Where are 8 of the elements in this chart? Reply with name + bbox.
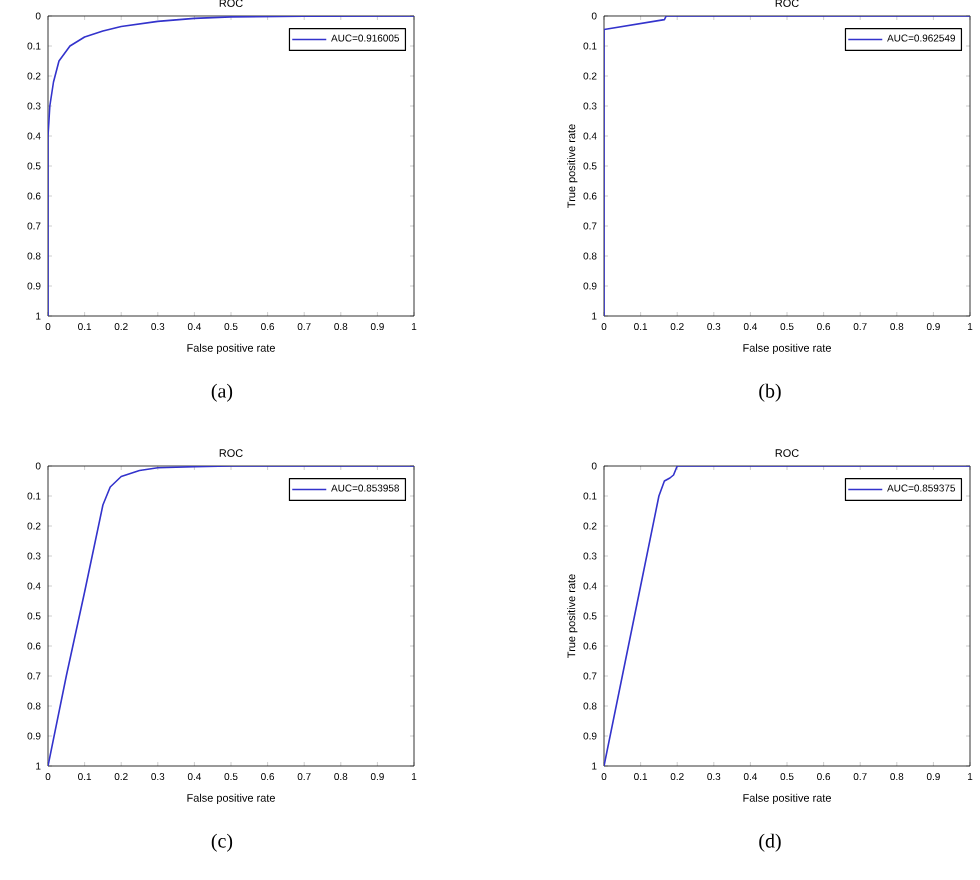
- text: (a): [211, 383, 233, 402]
- text: (b): [759, 383, 781, 402]
- text: (c): [211, 833, 233, 852]
- line-series: [48, 466, 414, 766]
- line-series: [604, 15, 971, 316]
- line-series: [48, 15, 414, 316]
- line-series: [604, 466, 971, 766]
- text: (d): [759, 833, 781, 852]
